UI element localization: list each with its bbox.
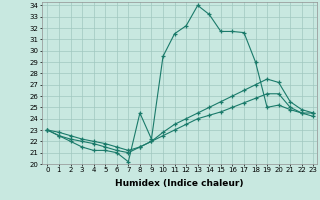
- X-axis label: Humidex (Indice chaleur): Humidex (Indice chaleur): [115, 179, 244, 188]
